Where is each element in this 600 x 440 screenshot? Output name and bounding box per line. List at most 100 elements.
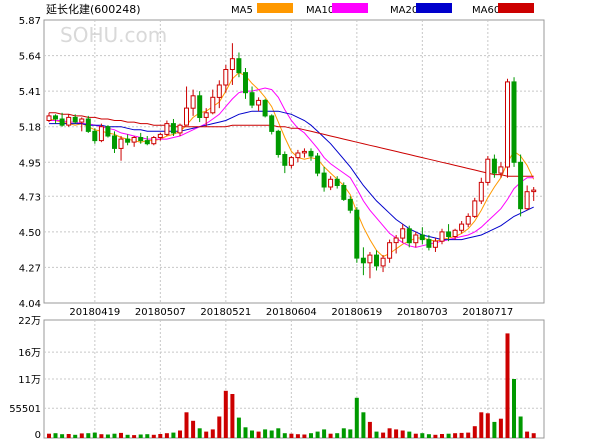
volume-bar — [73, 434, 78, 438]
date-axis-labels: 20180419 20180507 20180521 20180604 20180619… — [69, 307, 513, 318]
date-tick-label: 20180419 — [69, 307, 120, 318]
volume-bar — [289, 433, 294, 438]
volume-bar — [348, 429, 353, 438]
candlestick — [243, 67, 248, 99]
candlestick — [334, 176, 340, 189]
stock-code: (600248) — [90, 3, 141, 16]
candlestick — [452, 228, 458, 240]
stock-title: 延长化建(600248) — [46, 2, 141, 16]
candle-body — [112, 135, 117, 149]
volume-bar — [354, 397, 359, 438]
volume-bar — [164, 433, 169, 438]
candlestick — [491, 154, 497, 178]
candlestick — [256, 97, 262, 112]
volume-bar — [472, 426, 477, 438]
legend-label-ma20: MA20 — [390, 5, 418, 16]
volume-tick-label: 22万 — [18, 316, 41, 327]
candlestick — [288, 156, 294, 169]
price-panel-frame — [43, 19, 545, 304]
volume-bar — [381, 432, 386, 438]
volume-bar — [492, 421, 497, 438]
legend-swatch-ma5 — [257, 3, 293, 13]
candlestick — [374, 250, 379, 271]
candle-body — [341, 185, 347, 200]
volume-bar — [420, 433, 425, 438]
candle-body — [125, 138, 131, 143]
candle-body — [380, 257, 386, 267]
candle-body — [229, 58, 235, 71]
candlestick — [92, 128, 98, 144]
date-tick-label: 20180507 — [135, 307, 186, 318]
chart-header: 延长化建(600248) MA5 MA10 MA20 MA60 — [46, 2, 534, 16]
candle-body — [249, 92, 255, 106]
volume-bar — [112, 433, 117, 438]
candle-body — [439, 231, 445, 242]
volume-bar — [119, 432, 123, 438]
candle-body — [446, 231, 452, 237]
candlestick — [210, 89, 216, 115]
candlestick — [190, 89, 196, 116]
candle-body — [498, 166, 504, 174]
candlestick — [439, 228, 445, 245]
price-tick-label: 5.41 — [19, 87, 41, 98]
legend-swatch-ma60 — [498, 3, 534, 13]
volume-bar — [269, 430, 274, 438]
price-axis-labels: 5.87 5.64 5.41 5.18 4.95 4.73 4.50 4.27 4.04 — [19, 16, 41, 310]
candle-body — [190, 95, 196, 109]
ma-line-ma10 — [49, 87, 534, 248]
candlestick — [236, 52, 242, 78]
volume-bar — [361, 412, 366, 438]
volume-bar — [525, 431, 530, 438]
volume-bar — [236, 417, 241, 438]
candlestick — [131, 135, 137, 147]
candlestick — [125, 134, 131, 146]
candle-body — [511, 81, 517, 163]
volume-bar — [250, 430, 254, 438]
candle-body — [347, 198, 353, 211]
candle-body — [288, 157, 294, 166]
candle-body — [256, 99, 262, 106]
candlestick — [531, 187, 537, 201]
date-tick-label: 20180619 — [331, 307, 382, 318]
volume-bar — [217, 416, 222, 438]
volume-bar — [341, 428, 346, 438]
candle-body — [459, 223, 465, 231]
candlesticks — [46, 43, 537, 279]
volume-bar — [367, 421, 372, 438]
candle-body — [46, 115, 52, 122]
volume-bar — [243, 427, 248, 438]
candlestick — [59, 112, 65, 127]
candle-body — [524, 191, 530, 210]
volume-bar — [328, 433, 333, 438]
candle-body — [452, 229, 458, 238]
candlestick — [485, 156, 491, 186]
volume-bar — [485, 413, 490, 438]
volume-bar — [433, 434, 438, 438]
candle-body — [367, 254, 373, 264]
volume-bar — [498, 418, 503, 438]
volume-bar — [99, 434, 104, 438]
candlestick — [301, 148, 307, 158]
volume-bar — [335, 433, 340, 438]
candle-body — [92, 130, 98, 142]
volume-bar — [505, 333, 510, 438]
volume-bar — [407, 431, 412, 438]
candle-body — [374, 254, 379, 267]
volume-bar — [86, 433, 91, 438]
candle-body — [465, 215, 471, 225]
candle-body — [315, 155, 321, 174]
stock-name: 延长化建 — [46, 2, 90, 16]
volume-bar — [453, 433, 458, 438]
candlestick — [459, 221, 465, 234]
volume-bar — [125, 434, 130, 438]
price-tick-label: 4.95 — [19, 158, 41, 169]
candlestick — [518, 154, 524, 217]
volume-bar — [446, 433, 451, 438]
candle-body — [98, 126, 104, 142]
candlestick — [85, 115, 91, 133]
candlestick — [203, 108, 209, 127]
date-tick-label: 20180703 — [397, 307, 448, 318]
candle-body — [406, 228, 412, 244]
candlestick — [360, 247, 366, 276]
